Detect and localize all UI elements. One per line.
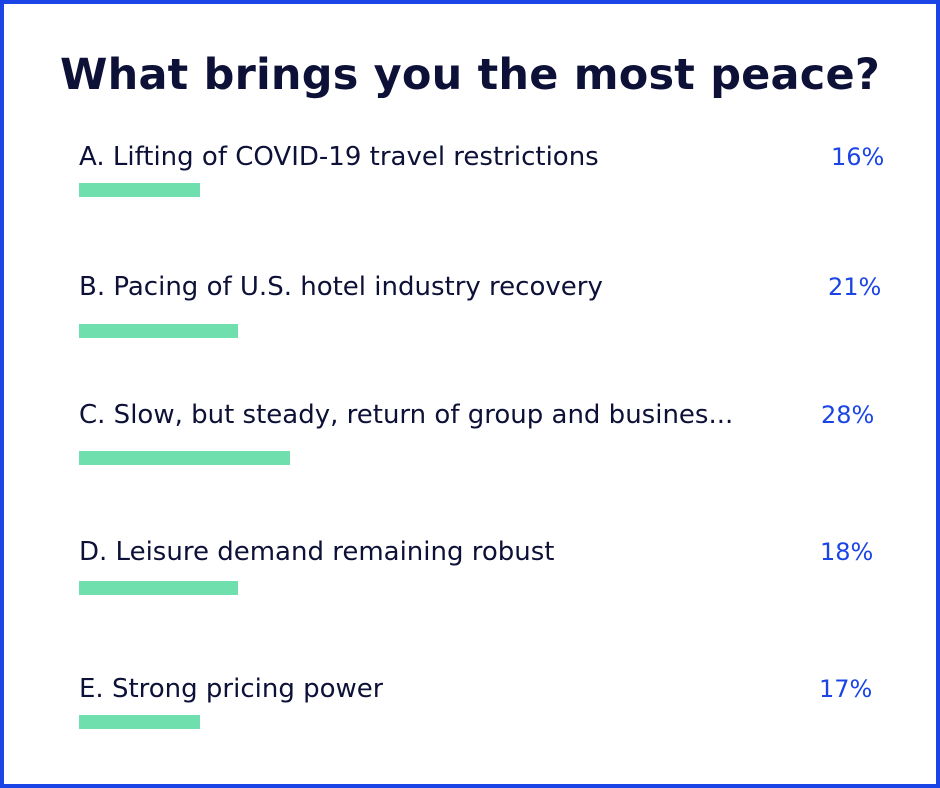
option-label: A. Lifting of COVID-19 travel restrictio… bbox=[79, 142, 599, 172]
option-bar bbox=[79, 581, 238, 595]
option-bar bbox=[79, 183, 200, 197]
option-label: E. Strong pricing power bbox=[79, 674, 384, 704]
option-label: D. Leisure demand remaining robust bbox=[79, 537, 555, 567]
option-label: B. Pacing of U.S. hotel industry recover… bbox=[79, 272, 603, 302]
poll-option-a: A. Lifting of COVID-19 travel restrictio… bbox=[4, 140, 936, 220]
option-bar bbox=[79, 451, 290, 465]
option-percent: 17% bbox=[819, 675, 873, 703]
option-bar bbox=[79, 715, 200, 729]
poll-option-e: E. Strong pricing power 17% bbox=[4, 672, 936, 752]
option-percent: 28% bbox=[821, 401, 875, 429]
poll-option-d: D. Leisure demand remaining robust 18% bbox=[4, 535, 936, 615]
option-bar bbox=[79, 324, 238, 338]
option-label: C. Slow, but steady, return of group and… bbox=[79, 400, 734, 430]
option-percent: 18% bbox=[820, 538, 874, 566]
poll-option-b: B. Pacing of U.S. hotel industry recover… bbox=[4, 270, 936, 350]
poll-title: What brings you the most peace? bbox=[60, 50, 880, 100]
option-percent: 21% bbox=[828, 273, 882, 301]
poll-option-c: C. Slow, but steady, return of group and… bbox=[4, 398, 936, 478]
option-percent: 16% bbox=[831, 143, 885, 171]
